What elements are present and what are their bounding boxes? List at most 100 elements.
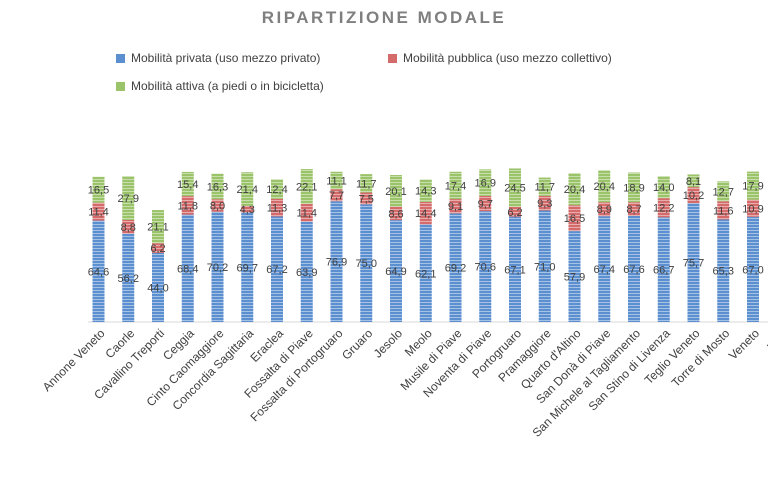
bar-public bbox=[509, 206, 521, 217]
bar-public bbox=[717, 201, 730, 220]
data-label-public: 8,0 bbox=[210, 201, 225, 213]
data-label-private: 67,2 bbox=[266, 264, 287, 276]
data-label-private: 69,2 bbox=[445, 263, 466, 275]
data-label-active: 14,3 bbox=[415, 186, 436, 198]
bar-private bbox=[300, 221, 313, 322]
data-label-active: 14,0 bbox=[653, 182, 674, 194]
data-label-private: 69,7 bbox=[237, 262, 258, 274]
data-label-private: 76,9 bbox=[326, 257, 347, 269]
data-label-public: 10,9 bbox=[742, 203, 763, 215]
bar-public bbox=[152, 243, 164, 253]
data-label-private: 67,0 bbox=[742, 264, 763, 276]
bar-active bbox=[509, 168, 521, 207]
bar-active bbox=[330, 171, 343, 190]
bar-private bbox=[92, 220, 105, 322]
bar-public bbox=[479, 195, 492, 212]
data-label-public: 8,7 bbox=[626, 204, 641, 216]
bar-active bbox=[211, 173, 224, 200]
legend-label-active: Mobilità attiva (a piedi o in bicicletta… bbox=[131, 79, 324, 93]
bar-active bbox=[687, 174, 700, 188]
bar-public bbox=[122, 219, 135, 234]
data-label-active: 12,7 bbox=[713, 186, 734, 198]
bar-public bbox=[568, 205, 581, 232]
legend-swatch-public bbox=[388, 53, 397, 63]
bar-private bbox=[330, 201, 343, 322]
data-label-public: 8,8 bbox=[121, 222, 136, 234]
data-label-active: 20,4 bbox=[564, 184, 585, 196]
data-label-active: 21,4 bbox=[237, 184, 258, 196]
bar-active bbox=[628, 172, 640, 203]
data-label-public: 11,3 bbox=[267, 203, 288, 215]
chart-title: RIPARTIZIONE MODALE bbox=[261, 8, 507, 27]
data-label-public: 10,2 bbox=[683, 190, 704, 202]
bar-active bbox=[419, 179, 432, 202]
data-label-public: 7,5 bbox=[359, 193, 374, 205]
bar-private bbox=[449, 213, 462, 322]
bar-private bbox=[152, 252, 164, 322]
data-label-private: 63,9 bbox=[296, 267, 317, 279]
bar-public bbox=[598, 202, 611, 217]
data-label-active: 24,5 bbox=[504, 183, 525, 195]
data-label-public: 9,3 bbox=[537, 198, 552, 210]
data-label-public: 9,7 bbox=[478, 199, 493, 211]
data-label-private: 62,1 bbox=[415, 268, 436, 280]
data-label-public: 8,6 bbox=[388, 208, 403, 220]
bar-public bbox=[360, 192, 373, 205]
legend-item-public: Mobilità pubblica (uso mezzo collettivo) bbox=[388, 51, 612, 65]
bar-private bbox=[181, 214, 194, 322]
data-label-public: 7,7 bbox=[329, 190, 344, 202]
data-label-private: 71,0 bbox=[534, 261, 555, 273]
bar-active bbox=[241, 172, 254, 206]
data-label-public: 12,2 bbox=[653, 203, 674, 215]
data-label-public: 6,2 bbox=[150, 243, 165, 255]
bar-public bbox=[538, 195, 551, 211]
data-label-private: 75,7 bbox=[683, 258, 704, 270]
data-label-active: 12,4 bbox=[266, 184, 287, 196]
bar-private bbox=[271, 216, 283, 322]
bar-private bbox=[747, 216, 759, 322]
bar-active bbox=[271, 179, 283, 199]
bar-public bbox=[747, 199, 759, 217]
data-label-active: 18,9 bbox=[623, 182, 644, 194]
data-label-active: 20,1 bbox=[385, 186, 406, 198]
bar-active bbox=[449, 171, 462, 200]
data-label-active: 21,1 bbox=[147, 222, 168, 234]
bar-public bbox=[271, 198, 283, 217]
data-label-public: 11,4 bbox=[88, 207, 109, 219]
data-label-private: 67,6 bbox=[623, 264, 644, 276]
x-tick-label: Italia bbox=[764, 326, 768, 354]
bar-active bbox=[181, 171, 194, 197]
data-label-active: 15,4 bbox=[177, 179, 198, 191]
bar-private bbox=[568, 231, 581, 322]
bar-active bbox=[538, 177, 551, 196]
bar-active bbox=[152, 210, 164, 244]
bar-private bbox=[122, 233, 135, 322]
data-label-active: 17,4 bbox=[445, 180, 466, 192]
bar-public bbox=[300, 203, 313, 222]
data-label-private: 70,2 bbox=[207, 262, 228, 274]
data-label-public: 9,1 bbox=[448, 201, 463, 213]
bar-public bbox=[390, 206, 402, 221]
bar-active bbox=[92, 176, 105, 203]
bar-private bbox=[509, 216, 521, 322]
data-label-active: 11,7 bbox=[356, 178, 377, 190]
data-label-private: 67,4 bbox=[594, 264, 615, 276]
bar-public bbox=[211, 199, 224, 212]
bar-active bbox=[300, 169, 313, 204]
bar-private bbox=[390, 220, 402, 322]
bar-public bbox=[92, 202, 105, 221]
bar-private bbox=[479, 211, 492, 322]
bar-public bbox=[628, 202, 640, 216]
bar-public bbox=[330, 189, 343, 202]
bar-active bbox=[568, 173, 581, 206]
data-label-public: 4,3 bbox=[240, 204, 255, 216]
bar-public bbox=[449, 199, 462, 214]
data-label-public: 11,4 bbox=[296, 208, 317, 220]
data-label-private: 68,4 bbox=[177, 263, 198, 275]
data-label-public: 8,9 bbox=[597, 204, 612, 216]
bar-private bbox=[628, 215, 640, 322]
bar-public bbox=[181, 196, 194, 215]
data-label-active: 27,9 bbox=[118, 193, 139, 205]
legend-label-private: Mobilità privata (uso mezzo privato) bbox=[131, 51, 321, 65]
